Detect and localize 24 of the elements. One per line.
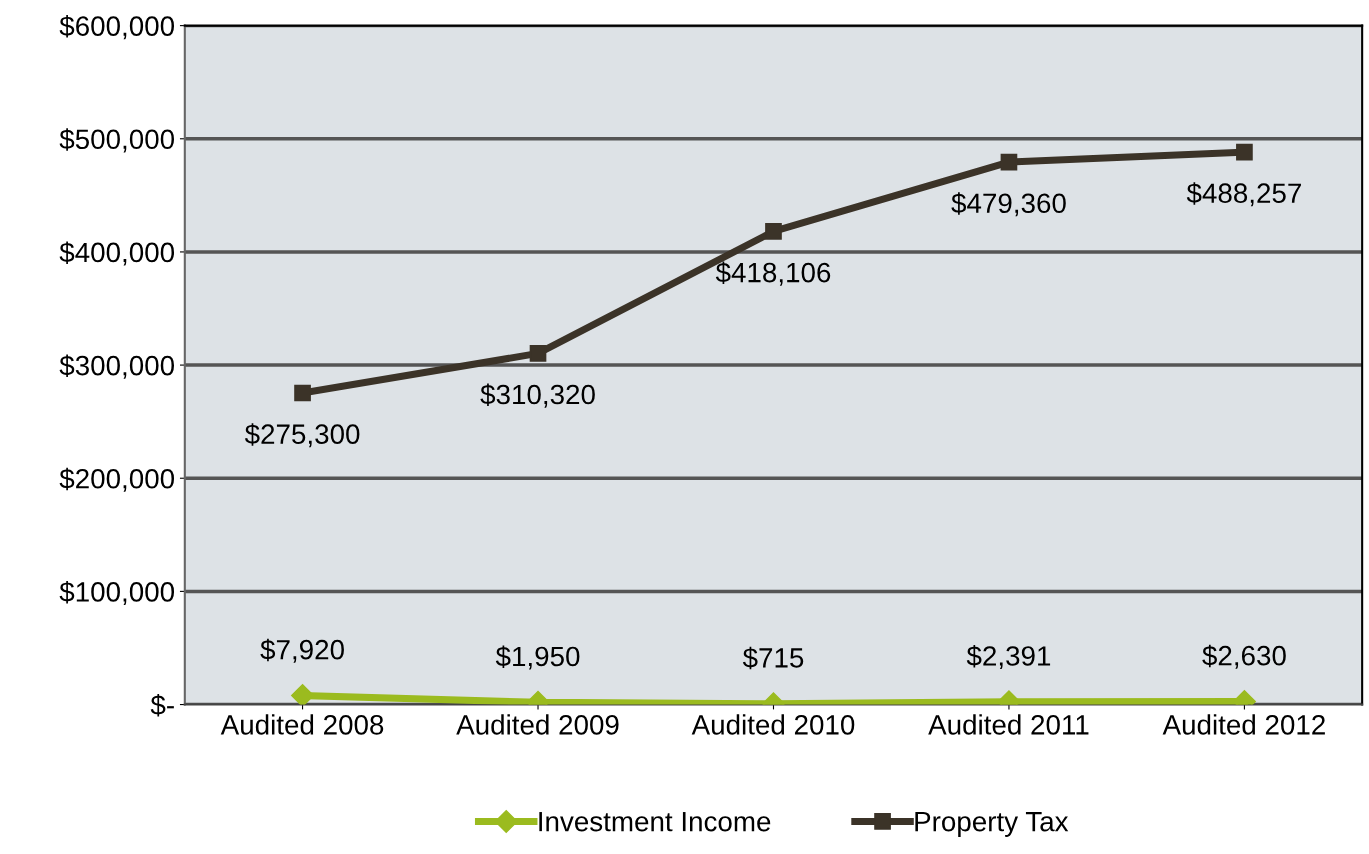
legend-label: Investment Income [539, 812, 771, 832]
y-tick-label: $500,000 [59, 128, 175, 153]
y-tick-label: $- [150, 694, 174, 717]
y-tick-label: $300,000 [59, 354, 175, 379]
data-label: $2,630 [1202, 644, 1286, 669]
y-tick-label: $600,000 [59, 15, 175, 40]
y-tick-label: $200,000 [59, 467, 175, 492]
data-label: $275,300 [244, 423, 360, 448]
data-label: $715 [742, 646, 804, 670]
y-tick-label: $100,000 [59, 580, 175, 606]
data-label: $2,391 [966, 644, 1051, 670]
data-label: $479,360 [951, 192, 1066, 217]
data-label: $7,920 [260, 638, 344, 663]
x-tick-label: Audited 2008 [220, 714, 384, 735]
x-tick-label: Audited 2012 [1162, 714, 1325, 735]
x-tick-label: Audited 2009 [456, 714, 619, 735]
y-tick-label: $400,000 [59, 241, 175, 266]
data-label: $418,106 [715, 261, 831, 286]
data-label: $1,950 [495, 645, 580, 670]
data-label: $310,320 [480, 383, 595, 408]
x-tick-label: Audited 2011 [928, 714, 1089, 735]
x-tick-label: Audited 2010 [691, 714, 855, 735]
data-label: $488,257 [1186, 182, 1301, 207]
legend-label: Property Tax [915, 812, 1069, 837]
